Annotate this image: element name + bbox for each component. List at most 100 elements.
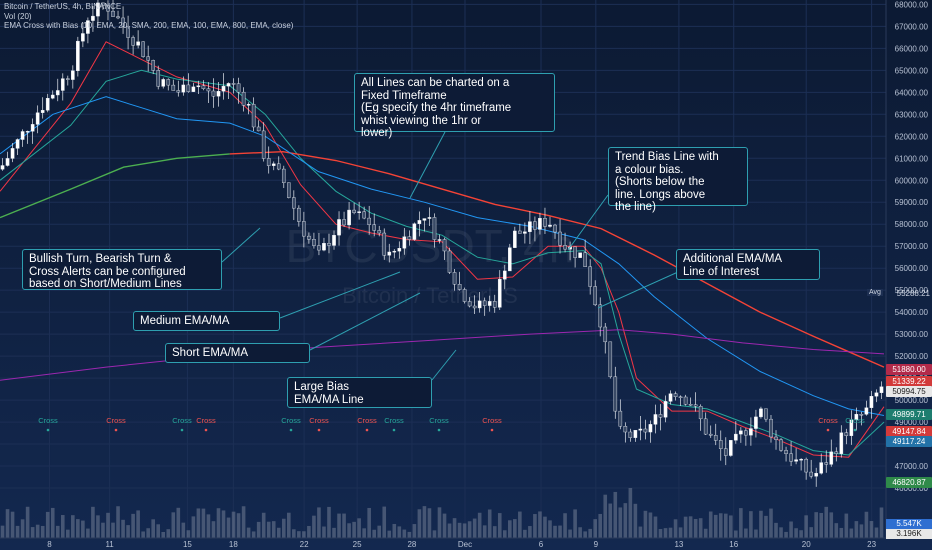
avg-price-label: 55288.21 [896,289,930,298]
candle-body [362,211,366,219]
chart-legend: Bitcoin / TetherUS, 4h, BINANCE Vol (20)… [4,2,293,31]
volume-bar [276,527,281,538]
cross-marker-label: Cross [38,416,58,425]
candle-body [543,218,547,227]
volume-bar [287,512,291,538]
volume-bar [437,507,442,538]
candle-body [734,433,738,441]
candle-body [799,458,803,461]
candle-body [40,110,45,113]
candle-body [638,428,643,431]
candle-body [422,218,427,221]
volume-bar [723,513,728,538]
volume-bar [638,526,643,538]
candle-body [337,219,341,236]
cross-marker-dot [826,428,830,432]
volume-bar [789,521,793,538]
candle-body [297,207,301,222]
candle-body [457,284,462,290]
volume-bar [181,522,186,538]
volume-bar [312,515,316,538]
y-tick-label: 60000.00 [895,176,929,185]
volume-bar [25,506,30,538]
volume-bar [231,511,236,538]
candle-body [231,83,236,85]
callout-all-lines-text: All Lines can be charted on a Fixed Time… [361,77,512,139]
volume-bar [151,519,155,538]
candle-body [769,418,773,438]
volume-bar [819,512,824,538]
candle-body [653,414,658,425]
price-tag-51880: 51880.00 [886,364,932,375]
candle-body [236,83,241,93]
y-tick-label: 63000.00 [895,110,929,119]
candle-body [211,90,216,97]
candle-body [307,235,311,240]
candle-body [121,17,125,27]
candle-body [854,414,859,421]
candle-body [698,406,703,420]
candle-body [246,104,251,106]
volume-bar [96,515,100,538]
volume-bar [618,507,623,538]
candle-body [834,451,839,454]
volume-bar [91,506,95,538]
candle-body [206,88,211,92]
volume-bar [297,531,301,538]
candle-body [81,33,85,42]
volume-bar [523,529,527,538]
volume-bar [513,519,517,538]
volume-bar [633,503,638,538]
callout-trend-bias-text: Trend Bias Line with a colour bias. (Sho… [615,151,719,213]
candle-body [608,341,613,378]
volume-bar [643,510,648,538]
candle-body [437,239,442,241]
candle-body [156,70,161,87]
volume-bar [718,513,723,538]
y-tick-label: 52000.00 [895,352,929,361]
candle-body [869,396,874,408]
volume-bar [186,530,191,538]
volume-bar [226,517,231,538]
leader-medium [279,271,401,319]
volume-bar [864,511,869,538]
y-tick-label: 49000.00 [895,418,929,427]
volume-bar [45,511,50,538]
volume-bar [447,523,452,538]
volume-bar [106,512,110,538]
volume-bar [176,507,181,538]
volume-bar [432,530,437,538]
volume-bar [417,509,422,538]
legend-volume: Vol (20) [4,11,32,21]
cross-marker-label: Cross [357,416,377,425]
volume-bar [824,506,829,538]
volume-tag-3196: 3.196K [886,529,932,539]
callout-short-text: Short EMA/MA [172,347,249,359]
volume-bar [809,527,813,538]
price-tag-49899: 49899.71 [886,409,932,420]
x-tick-label: 22 [300,540,309,549]
leader-large [431,349,457,381]
additional-ema-line [0,96,885,416]
volume-bar [261,512,266,538]
x-tick-label: 28 [407,540,416,549]
candle-body [292,197,296,209]
volume-bar [191,516,196,538]
cross-marker-label: Cross [384,416,404,425]
volume-bar [508,520,512,538]
candle-body [126,25,130,38]
candle-body [754,416,758,429]
volume-bar [708,511,713,538]
candle-body [271,163,276,166]
candle-body [146,56,150,61]
candle-body [352,209,356,213]
y-tick-label: 54000.00 [895,308,929,317]
volume-bar [362,528,366,538]
x-tick-label: 16 [729,540,738,549]
y-tick-label: 67000.00 [895,22,929,31]
candle-body [317,245,321,251]
candle-body [673,393,678,398]
candle-body [744,430,748,436]
volume-bar [668,527,673,538]
candle-body [347,209,351,226]
